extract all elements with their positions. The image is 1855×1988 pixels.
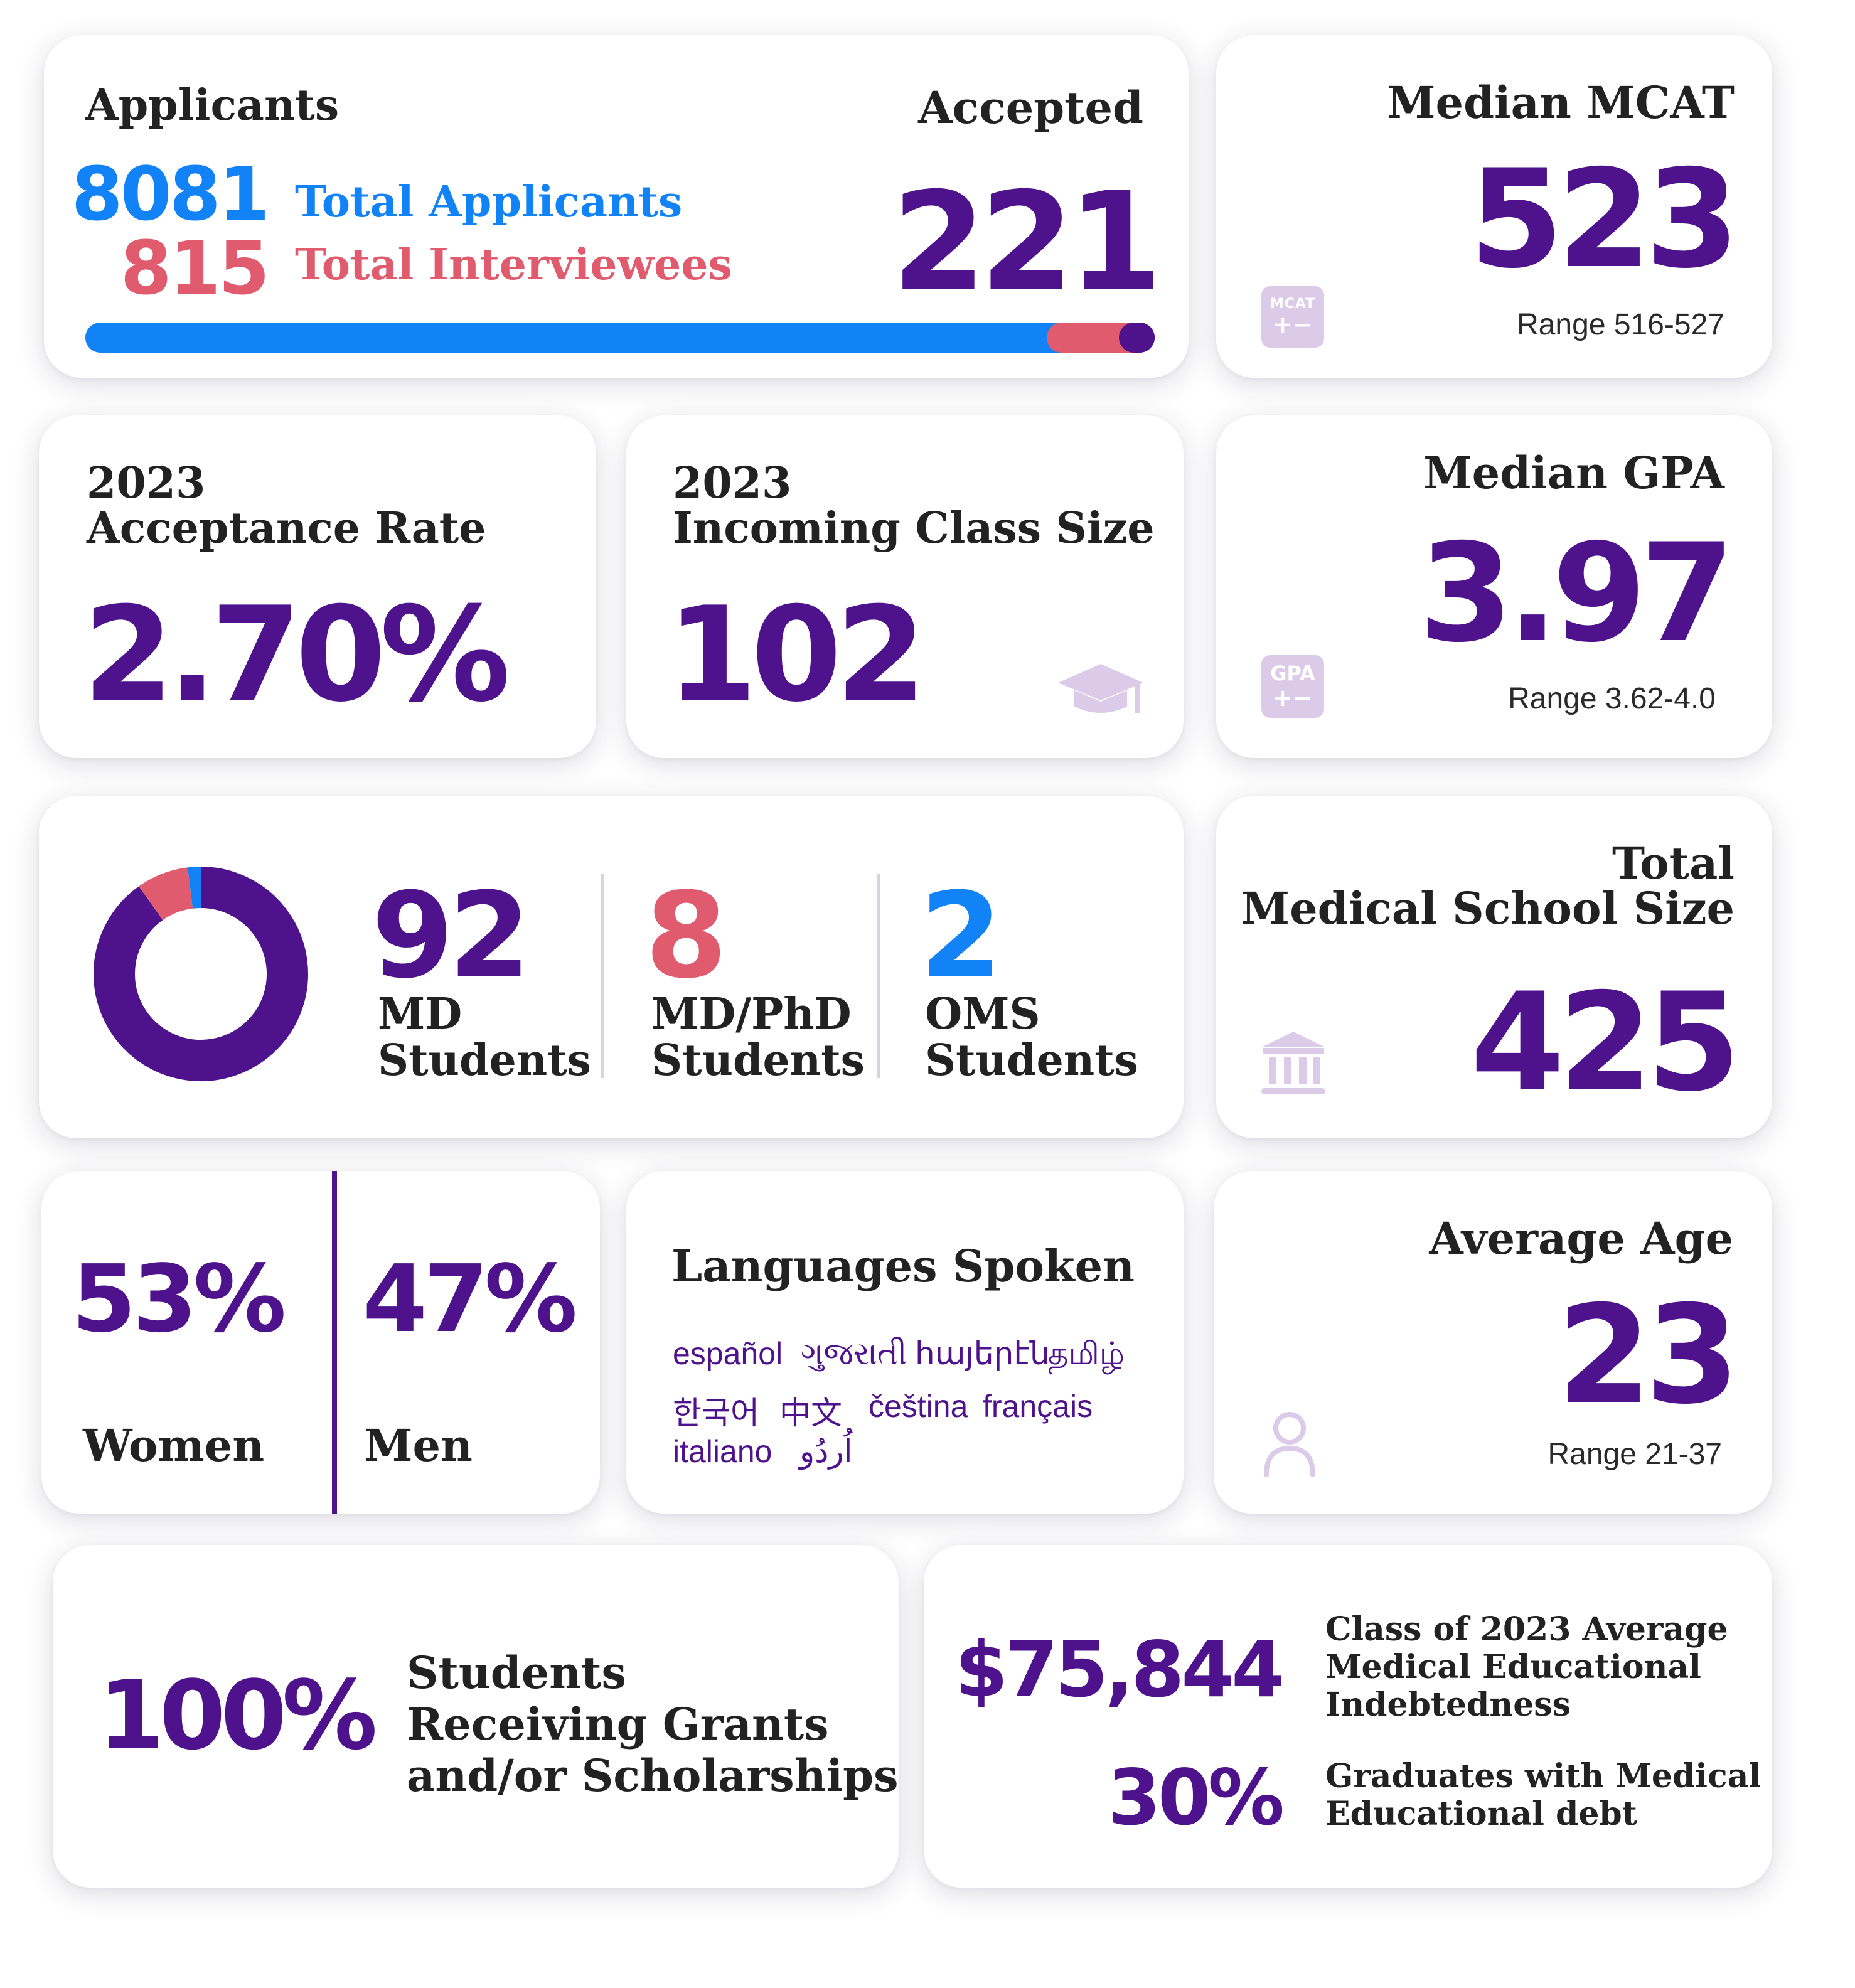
school-size-title-1: Total [1612,837,1735,889]
class-size-card: 2023 Incoming Class Size 102 [626,415,1184,758]
men-label: Men [364,1419,473,1472]
class-value: 102 [666,579,926,731]
donut-oms-segment [187,867,201,909]
graduation-cap-icon [1058,664,1143,713]
gender-divider [332,1171,337,1514]
students-divider-2 [877,874,880,1078]
language-espanol: español [673,1336,783,1371]
acceptance-year: 2023 [87,458,206,508]
debt-label-1: Class of 2023 Average [1325,1610,1728,1649]
age-value: 23 [1557,1276,1740,1434]
mcat-calculator-icon: MCAT +− [1261,286,1324,348]
languages-card: Languages Spoken español ગુજરાતી հայերէն… [626,1171,1184,1514]
accepted-title: Accepted [918,82,1143,134]
debt-value: $75,844 [954,1625,1285,1714]
languages-title: Languages Spoken [671,1240,1135,1292]
mcat-range: Range 516-527 [1517,308,1724,341]
accepted-value: 221 [892,163,1162,321]
gpa-title: Median GPA [1423,447,1724,499]
language-korean: 한국어 [673,1396,759,1431]
md-students-label-2: Students [378,1035,591,1086]
language-czech: čeština [869,1389,968,1424]
applicants-card: Applicants 8081 Total Applicants 815 Tot… [44,35,1189,378]
debt-label-3: Indebtedness [1325,1686,1571,1724]
accepted-bar-segment [1119,323,1155,353]
men-value: 47% [363,1245,577,1353]
language-armenian: հայերէն [915,1336,1050,1371]
acceptance-value: 2.70% [83,579,511,731]
language-gujarati: ગુજરાતી [801,1336,907,1371]
graduates-debt-label-2: Educational debt [1325,1795,1637,1833]
mdphd-students-value: 8 [645,867,727,1005]
donut-segments [94,867,308,1081]
class-year: 2023 [673,458,792,508]
grants-card: 100% Students Receiving Grants and/or Sc… [53,1545,899,1888]
oms-students-value: 2 [920,867,1002,1005]
md-students-value: 92 [372,867,531,1005]
students-breakdown-card: 92 MD Students 8 MD/PhD Students 2 OMS S… [39,796,1184,1138]
oms-students-label-2: Students [925,1035,1138,1086]
mcat-value: 523 [1469,141,1740,298]
debt-card: $75,844 Class of 2023 Average Medical Ed… [924,1545,1772,1888]
school-size-value: 425 [1470,964,1741,1121]
women-value: 53% [72,1245,286,1353]
age-card: Average Age 23 Range 21-37 [1214,1171,1772,1514]
grants-label-3: and/or Scholarships [407,1750,899,1802]
debt-label-2: Medical Educational [1325,1648,1701,1686]
donut-md-segment [94,867,308,1081]
graduates-debt-value: 30% [1107,1753,1285,1842]
gpa-range: Range 3.62-4.0 [1508,682,1716,715]
language-italian: italiano [673,1434,772,1469]
mcat-title: Median MCAT [1387,77,1735,129]
mdphd-students-label-1: MD/PhD [651,989,852,1039]
mcat-card: Median MCAT 523 Range 516-527 MCAT +− [1216,35,1772,378]
gender-card: 53% Women 47% Men [41,1171,600,1514]
age-range: Range 21-37 [1548,1438,1722,1471]
class-title: Incoming Class Size [673,503,1155,553]
age-title: Average Age [1429,1212,1733,1264]
language-french: français [983,1389,1093,1424]
applicants-progress-bar [85,323,1155,353]
students-donut-chart [94,867,308,1081]
gpa-value: 3.97 [1419,515,1735,672]
school-size-card: Total Medical School Size 425 [1216,796,1772,1138]
gpa-calculator-icon: GPA +− [1261,655,1324,718]
language-tamil: தமிழ் [1048,1336,1125,1371]
total-applicants-value: 8081 [71,151,270,237]
graduates-debt-label-1: Graduates with Medical [1325,1757,1761,1795]
grants-value: 100% [98,1660,378,1771]
gpa-card: Median GPA 3.97 Range 3.62-4.0 GPA +− [1216,415,1772,758]
students-divider-1 [601,874,604,1078]
grants-label-1: Students [407,1647,626,1699]
donut-mdphd-segment [139,867,194,921]
institution-icon [1261,1032,1325,1094]
person-icon [1264,1412,1315,1477]
total-interviewees-value: 815 [120,225,270,311]
acceptance-rate-card: 2023 Acceptance Rate 2.70% [39,415,596,758]
language-urdu: اُردُو [799,1434,853,1469]
grants-label-2: Receiving Grants [407,1698,829,1750]
school-size-title-2: Medical School Size [1241,882,1735,934]
language-chinese: 中文 [779,1396,842,1431]
total-interviewees-label: Total Interviewees [295,240,732,290]
acceptance-title: Acceptance Rate [87,503,486,553]
md-students-label-1: MD [378,989,462,1039]
oms-students-label-1: OMS [925,989,1040,1039]
applicants-title: Applicants [85,80,339,131]
women-label: Women [83,1419,265,1472]
mdphd-students-label-2: Students [651,1035,865,1086]
total-applicants-label: Total Applicants [295,177,683,227]
